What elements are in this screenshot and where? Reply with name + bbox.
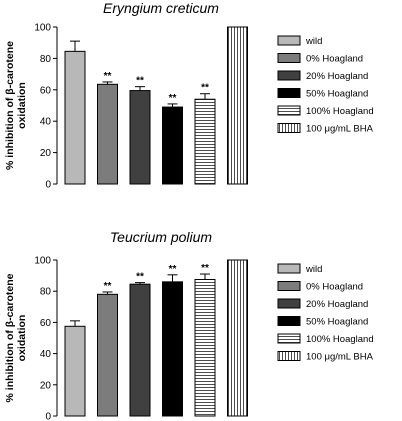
y-tick-label: 80	[40, 287, 52, 298]
y-axis-label-line: oxidation	[16, 82, 28, 129]
y-tick-label: 0	[45, 412, 51, 421]
significance-label: **	[169, 264, 177, 275]
legend-swatch	[277, 316, 301, 326]
significance-label: **	[136, 76, 144, 87]
y-tick-label: 20	[40, 148, 52, 159]
legend-label: 100 μg/mL BHA	[306, 124, 374, 135]
legend-swatch	[277, 35, 301, 46]
legend-label: 20% Hoagland	[306, 299, 368, 310]
bar-2	[97, 293, 118, 417]
bar-4	[162, 106, 183, 185]
bar-3	[129, 90, 151, 185]
legend-label: wild	[305, 264, 322, 275]
significance-label: **	[104, 71, 112, 82]
y-axis-label-line: % inhibition of β-carotene	[4, 273, 16, 402]
legend-swatch	[277, 281, 301, 291]
legend-swatch	[277, 123, 301, 133]
y-tick-label: 60	[40, 318, 52, 329]
chart-panel-eryngium: Eryngium creticum % inhibition of β-carot…	[4, 0, 374, 191]
bar-1	[64, 50, 86, 185]
legend-label: 50% Hoagland	[306, 89, 368, 100]
chart-title: Teucrium polium	[110, 229, 213, 245]
chart-title: Eryngium creticum	[103, 0, 219, 16]
significance-label: **	[201, 263, 209, 274]
chart-panel-teucrium: Teucrium polium % inhibition of β-caroten…	[4, 229, 374, 421]
legend-label: 20% Hoagland	[306, 71, 368, 82]
y-tick-label: 0	[45, 180, 51, 191]
legend-swatch	[277, 53, 301, 63]
legend-swatch	[277, 263, 301, 274]
y-axis-label-line: % inhibition of β-carotene	[4, 41, 16, 170]
y-tick-label: 40	[40, 117, 52, 128]
y-tick-label: 60	[40, 85, 52, 96]
legend-swatch	[277, 351, 301, 361]
legend-label: 0% Hoagland	[306, 282, 363, 293]
bar-5	[194, 98, 216, 185]
bar-6	[227, 259, 248, 417]
legend-swatch	[277, 88, 301, 98]
legend-swatch	[277, 333, 301, 344]
y-tick-label: 40	[40, 349, 52, 360]
y-tick-label: 20	[40, 380, 52, 391]
legend-swatch	[277, 70, 301, 81]
legend-label: wild	[305, 36, 322, 47]
y-tick-label: 100	[34, 256, 51, 267]
bar-3	[129, 283, 151, 417]
significance-label: **	[104, 281, 112, 292]
significance-label: **	[169, 93, 177, 104]
significance-label: **	[201, 83, 209, 94]
y-axis-label-line: oxidation	[16, 315, 28, 362]
legend-label: 100% Hoagland	[306, 334, 374, 345]
bar-1	[64, 325, 86, 417]
legend-label: 0% Hoagland	[306, 54, 363, 65]
legend-label: 50% Hoagland	[306, 317, 368, 328]
significance-label: **	[136, 272, 144, 283]
y-tick-label: 100	[34, 23, 51, 34]
legend-label: 100% Hoagland	[306, 106, 374, 117]
bar-6	[227, 26, 248, 185]
bar-2	[97, 83, 118, 185]
legend-swatch	[277, 105, 301, 116]
y-tick-label: 80	[40, 54, 52, 65]
legend-swatch	[277, 298, 301, 309]
bar-5	[194, 279, 216, 417]
bar-4	[162, 281, 183, 417]
legend-label: 100 μg/mL BHA	[306, 352, 374, 363]
